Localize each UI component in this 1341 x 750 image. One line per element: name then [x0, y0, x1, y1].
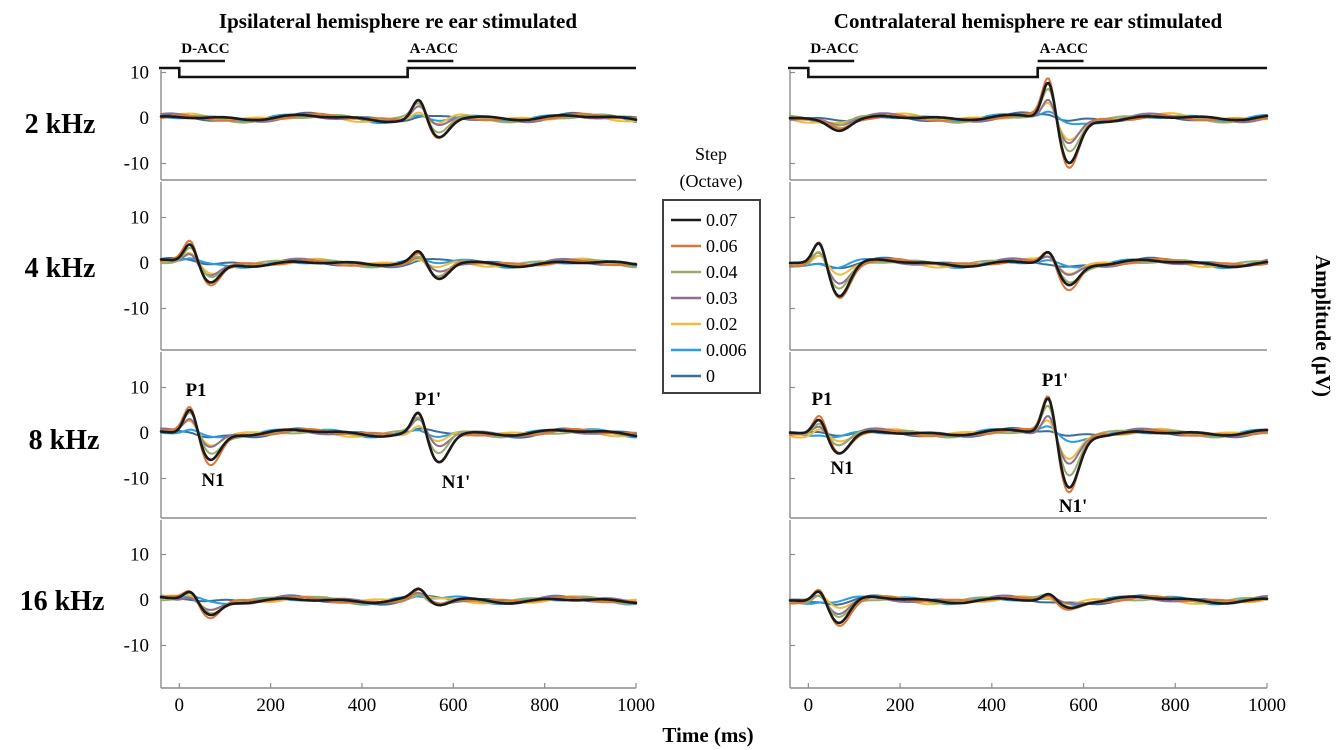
y-tick-label: 0 [140, 590, 150, 611]
legend-label: 0.06 [706, 236, 738, 256]
trace-0-06 [789, 588, 1268, 627]
row-label-4khz: 4 kHz [25, 253, 96, 284]
x-tick-label: 800 [530, 695, 559, 716]
annotation-p1prime-contra: P1' [1042, 370, 1068, 391]
y-tick-label: 10 [130, 545, 149, 566]
trace-0-07 [159, 587, 638, 617]
trace-0-07 [159, 98, 638, 139]
y-tick-label: 10 [130, 208, 149, 229]
x-tick-label: 800 [1161, 695, 1190, 716]
x-tick-label: 0 [175, 695, 185, 716]
trace-0-03 [789, 415, 1268, 465]
trace-0-06 [789, 77, 1268, 169]
annotation-p1-contra: P1 [811, 389, 832, 410]
trace-0-07 [788, 242, 1269, 298]
trace-0-07 [159, 408, 638, 464]
x-tick-label: 200 [886, 695, 915, 716]
x-axis-label: Time (ms) [662, 723, 753, 747]
y-tick-label: -10 [124, 469, 149, 490]
x-tick-label: 600 [1069, 695, 1098, 716]
d-acc-label: D-ACC [181, 41, 229, 57]
trace-0-07 [788, 81, 1269, 165]
trace-0-04 [789, 405, 1268, 477]
trace-0-06 [789, 241, 1268, 299]
legend-box [662, 199, 761, 394]
trace-0-07 [159, 243, 638, 284]
legend-label: 0.04 [706, 262, 738, 282]
x-tick-label: 400 [348, 695, 377, 716]
legend-title-line2: (Octave) [680, 171, 743, 192]
row-label-16khz: 16 kHz [20, 586, 105, 617]
annotation-n1prime-contra: N1' [1059, 496, 1088, 517]
legend-title-line1: Step [695, 144, 727, 164]
y-tick-label: 0 [140, 253, 150, 274]
trace-0-07 [788, 590, 1269, 625]
trace-0-06 [789, 395, 1268, 494]
row-label-8khz: 8 kHz [29, 425, 100, 456]
a-acc-label: A-ACC [1040, 41, 1088, 57]
annotation-n1prime-ipsi: N1' [442, 472, 471, 493]
stimulus-trace [159, 66, 636, 79]
panel-title-contralateral: Contralateral hemisphere re ear stimulat… [834, 9, 1223, 33]
x-tick-label: 400 [978, 695, 1007, 716]
peak-annotations: P1 N1 P1' N1' P1 N1 P1' N1' [185, 370, 1087, 517]
legend: Step (Octave) 0.07 0.06 0.04 0.03 0.02 0.006 0 [662, 144, 761, 394]
y-axis-label: Amplitude (μV) [1311, 255, 1335, 397]
panel-contralateral: 0 200 400 600 800 1000 [788, 70, 1286, 716]
legend-label: 0.07 [706, 210, 738, 230]
a-acc-label: A-ACC [410, 41, 458, 57]
annotation-n1-ipsi: N1 [201, 470, 224, 491]
annotation-n1-contra: N1 [830, 458, 853, 479]
y-tick-label: 0 [140, 423, 150, 444]
legend-label: 0 [706, 366, 715, 386]
x-tick-label: 0 [804, 695, 814, 716]
row-label-2khz: 2 kHz [25, 109, 96, 140]
panel-title-ipsilateral: Ipsilateral hemisphere re ear stimulated [219, 9, 577, 33]
trace-0-03 [789, 99, 1268, 145]
x-tick-label: 600 [439, 695, 468, 716]
trace-0-03 [789, 251, 1268, 285]
y-tick-label: -10 [124, 299, 149, 320]
trace-0-07 [788, 397, 1269, 489]
y-tick-label: -10 [124, 636, 149, 657]
x-tick-label: 1000 [617, 695, 655, 716]
trace-0-06 [160, 588, 637, 620]
annotation-p1prime-ipsi: P1' [415, 389, 441, 410]
d-acc-label: D-ACC [810, 41, 858, 57]
legend-label: 0.02 [706, 314, 738, 334]
legend-entries: 0.07 0.06 0.04 0.03 0.02 0.006 0 [671, 210, 747, 386]
stimulus-schematic-contralateral: D-ACC A-ACC [788, 41, 1267, 79]
legend-label: 0.03 [706, 288, 738, 308]
y-tick-label: 10 [130, 378, 149, 399]
x-tick-label: 200 [256, 695, 285, 716]
x-tick-label: 1000 [1248, 695, 1286, 716]
trace-0-04 [789, 251, 1268, 290]
y-tick-label: -10 [124, 154, 149, 175]
stimulus-schematic-ipsilateral: D-ACC A-ACC [159, 41, 636, 79]
y-tick-label: 10 [130, 63, 149, 84]
panel-ipsilateral: 10 0 -10 10 0 -10 10 0 -10 10 0 -10 0 200 400 600 800 100… [124, 63, 655, 717]
stimulus-trace [788, 66, 1267, 79]
trace-0-02 [789, 419, 1268, 460]
trace-0-04 [160, 411, 637, 455]
annotation-p1-ipsi: P1 [185, 380, 206, 401]
y-tick-label: 0 [140, 108, 150, 129]
legend-label: 0.006 [706, 340, 747, 360]
